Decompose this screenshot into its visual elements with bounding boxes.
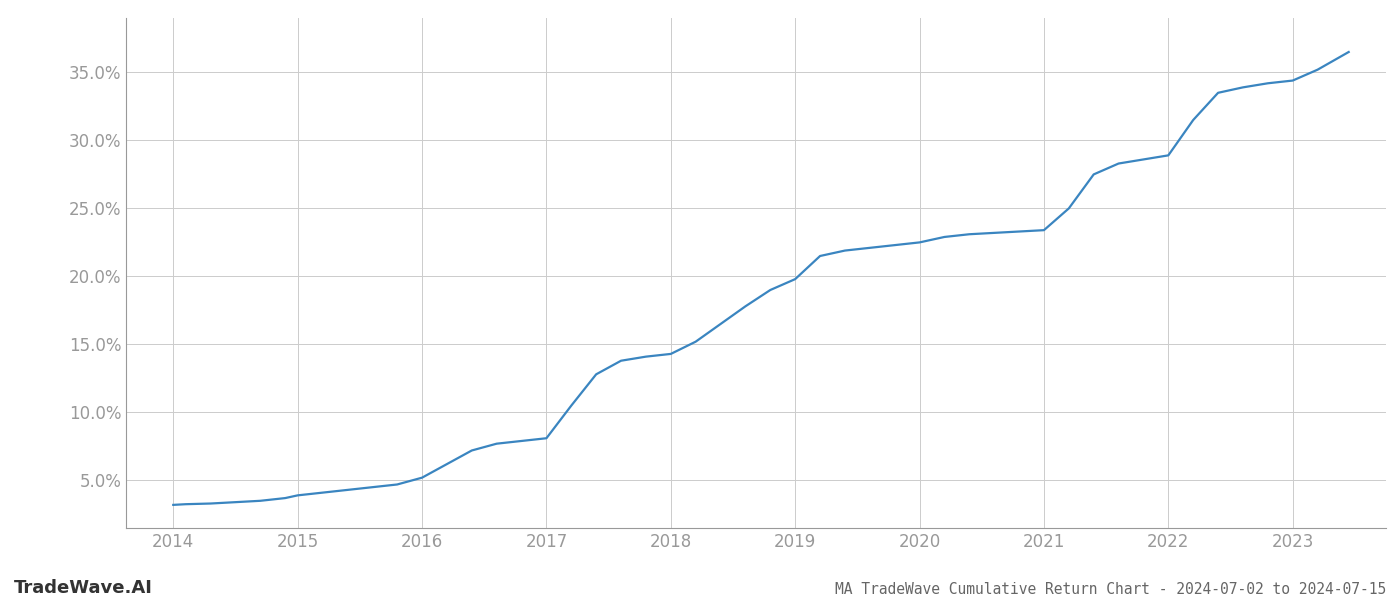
Text: TradeWave.AI: TradeWave.AI bbox=[14, 579, 153, 597]
Text: MA TradeWave Cumulative Return Chart - 2024-07-02 to 2024-07-15: MA TradeWave Cumulative Return Chart - 2… bbox=[834, 582, 1386, 597]
